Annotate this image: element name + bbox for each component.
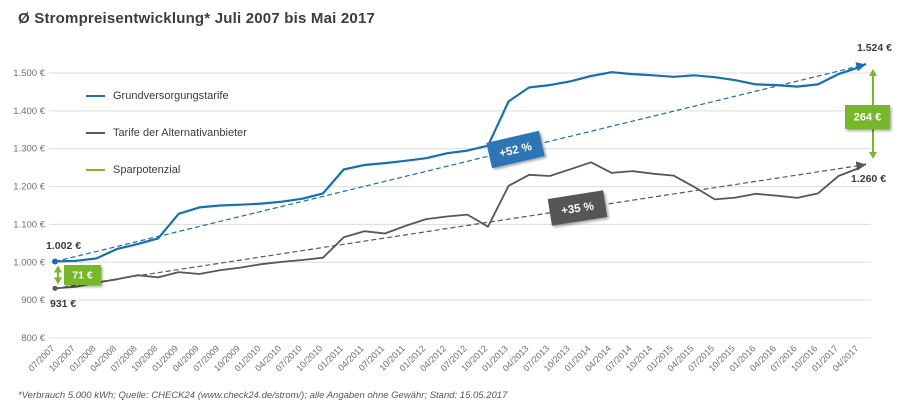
trendline-grundversorgungstarife <box>54 62 866 263</box>
pct-box-alternativanbieter: +35 % <box>547 190 608 226</box>
sparpotenzial-line-swatch-icon <box>86 169 105 171</box>
trendline-alternativanbieter <box>54 161 866 290</box>
savings-box-start <box>64 265 101 285</box>
footnote: *Verbrauch 5.000 kWh; Quelle: CHECK24 (w… <box>18 390 508 401</box>
series-start-point-blue <box>52 258 58 265</box>
pct-box-alternativanbieter-rect <box>547 190 608 226</box>
y-axis-label: 800 € <box>21 333 45 344</box>
legend: Grundversorgungstarife Tarife der Altern… <box>86 90 247 201</box>
legend-label-alternativanbieter: Tarife der Alternativanbieter <box>113 127 247 139</box>
y-axis-label: 1.500 € <box>13 68 45 79</box>
savings-arrow-start-arrowhead-down-icon <box>54 277 62 285</box>
y-axis-label: 1.100 € <box>13 219 45 230</box>
y-axis-label: 1.400 € <box>13 106 45 117</box>
alternativanbieter-line-swatch-icon <box>86 132 105 134</box>
y-axis-label: 1.200 € <box>13 182 45 193</box>
savings-arrow-end-arrowhead-up-icon <box>869 68 877 76</box>
y-axis-label: 900 € <box>21 295 45 306</box>
pct-box-grundversorgungstarife: +52 % <box>486 130 545 169</box>
pct-box-grundversorgungstarife-rect <box>486 130 545 169</box>
start-value-grundversorgungstarife: 1.002 € <box>46 240 81 252</box>
series-line-grundversorgungstarife <box>54 62 867 263</box>
end-value-grundversorgungstarife: 1.524 € <box>857 42 892 54</box>
end-value-alternativanbieter: 1.260 € <box>851 173 886 185</box>
legend-label-grundversorgungstarife: Grundversorgungstarife <box>113 90 229 102</box>
savings-arrow-start-arrowhead-up-icon <box>54 265 62 273</box>
legend-item-sparpotenzial: Sparpotenzial <box>86 164 247 176</box>
chart-title: Ø Strompreisentwicklung* Juli 2007 bis M… <box>18 10 376 27</box>
y-axis-label: 1.300 € <box>13 144 45 155</box>
legend-item-grundversorgungstarife: Grundversorgungstarife <box>86 90 247 102</box>
savings-box-start-label: 71 € <box>72 270 93 282</box>
y-axis-label: 1.000 € <box>13 257 45 268</box>
legend-label-sparpotenzial: Sparpotenzial <box>113 164 181 176</box>
grundversorgungstarife-line-swatch-icon <box>86 95 105 97</box>
savings-box-end-label: 264 € <box>854 112 882 124</box>
savings-box-end <box>845 105 890 129</box>
savings-arrow-end-arrowhead-down-icon <box>869 151 877 159</box>
start-value-alternativanbieter: 931 € <box>50 298 76 310</box>
legend-item-alternativanbieter: Tarife der Alternativanbieter <box>86 127 247 139</box>
pct-box-alternativanbieter-label: +35 % <box>560 200 594 217</box>
series-line-alternativanbieter <box>54 161 867 290</box>
series-start-point-gray <box>52 285 58 291</box>
